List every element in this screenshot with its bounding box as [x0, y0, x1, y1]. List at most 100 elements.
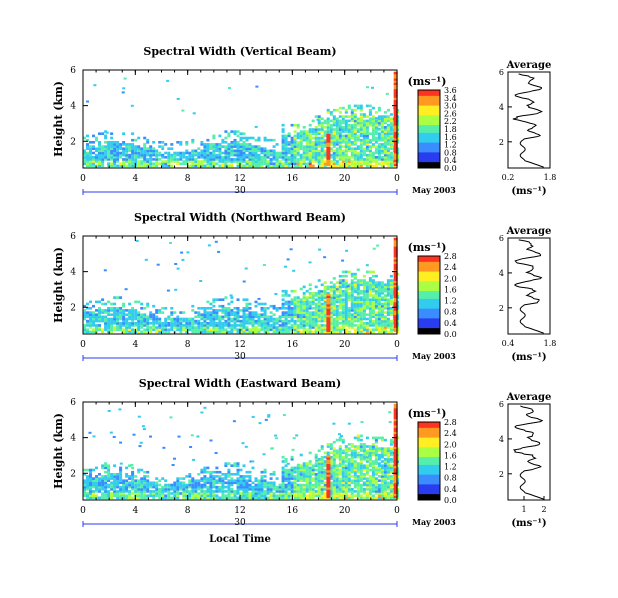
heatmap-cell [101, 302, 105, 306]
heatmap-cell [221, 158, 225, 161]
heatmap-cell [383, 296, 387, 299]
colorbar-segment [418, 91, 440, 95]
colorbar-segment [418, 109, 440, 112]
heatmap-cell [353, 147, 357, 150]
heatmap-cell [341, 149, 345, 153]
heatmap-cell [365, 302, 369, 306]
heatmap-cell [236, 477, 240, 480]
heatmap-cell [185, 149, 189, 153]
heatmap-cell [125, 330, 129, 334]
heatmap-cell [335, 151, 339, 155]
heatmap-cell [107, 473, 111, 476]
heatmap-cell [125, 494, 129, 497]
heatmap-cell [137, 156, 141, 159]
heatmap-cell [149, 153, 153, 157]
heatmap-cell [371, 449, 375, 453]
heatmap-cell [158, 153, 162, 157]
heatmap-cell [347, 123, 351, 127]
heatmap-cell [86, 100, 90, 103]
heatmap-cell [347, 296, 351, 299]
heatmap-cell [320, 492, 324, 495]
heatmap-cell [224, 162, 228, 165]
heatmap-cell [170, 307, 174, 310]
heatmap-cell [326, 310, 331, 313]
heatmap-cell [380, 309, 384, 312]
heatmap-cell [302, 330, 306, 334]
heatmap-cell [260, 158, 264, 161]
heatmap-cell [380, 438, 384, 442]
heatmap-cell [215, 481, 219, 485]
colorbar-frame [417, 89, 441, 169]
heatmap-cell [317, 475, 321, 478]
heatmap-cell [206, 149, 210, 153]
heatmap-cell [236, 490, 240, 493]
heatmap-cell [389, 130, 393, 133]
heatmap-cell [233, 326, 237, 329]
heatmap-cell [98, 147, 101, 150]
heatmap-cell [152, 151, 156, 155]
heatmap-cell [164, 494, 168, 497]
heatmap-cell [236, 324, 240, 327]
heatmap-cell [125, 475, 129, 478]
heatmap-cell [221, 488, 225, 491]
heatmap-cell [362, 302, 366, 306]
heatmap-cell [281, 164, 285, 168]
heatmap-cell [350, 458, 354, 461]
heatmap-cell [371, 134, 375, 138]
heatmap-cell [293, 136, 297, 140]
heatmap-cell [293, 326, 297, 329]
heatmap-cell [278, 317, 282, 321]
heatmap-cell [329, 475, 333, 478]
heatmap-cell [365, 468, 369, 472]
heatmap-cell [377, 119, 381, 123]
heatmap-cell [197, 151, 201, 155]
heatmap-cell [83, 468, 86, 472]
heatmap-cell [101, 147, 105, 150]
heatmap-cell [112, 436, 116, 438]
heatmap-cell [338, 136, 342, 140]
heatmap-cell [251, 313, 255, 316]
heatmap-cell [320, 479, 324, 482]
heatmap-cell [257, 330, 261, 334]
heatmap-cell [221, 298, 225, 301]
heatmap-cell [356, 311, 360, 314]
heatmap-cell [302, 317, 306, 321]
heatmap-cell [383, 449, 387, 453]
heatmap-cell [386, 279, 390, 282]
heatmap-cell [239, 481, 243, 485]
heatmap-cell [143, 490, 147, 493]
heatmap-cell [365, 138, 369, 142]
heatmap-cell [290, 151, 294, 155]
heatmap-cell [323, 326, 327, 329]
heatmap-cell [326, 111, 330, 114]
heatmap-cell [374, 300, 378, 304]
heatmap-cell [383, 111, 387, 114]
heatmap-cell [371, 464, 375, 467]
heatmap-cell [380, 313, 384, 316]
heatmap-cell [326, 150, 331, 154]
heatmap-cell [200, 156, 204, 159]
heatmap-cell [362, 443, 366, 446]
heatmap-cell [308, 149, 312, 153]
heatmap-cell [191, 481, 195, 485]
heatmap-cell [359, 138, 363, 142]
heatmap-cell [158, 488, 162, 491]
heatmap-cell [386, 313, 390, 316]
heatmap-cell [377, 462, 381, 465]
heatmap-cell [182, 311, 186, 314]
heatmap-cell [92, 492, 95, 495]
heatmap-cell [365, 270, 369, 274]
heatmap-cell [302, 149, 306, 153]
heatmap-cell [314, 285, 318, 289]
heatmap-cell [107, 324, 111, 327]
heatmap-cell [393, 152, 398, 156]
colorbar-segment [418, 259, 440, 263]
colorbar-segment [418, 271, 440, 274]
heatmap-cell [128, 158, 132, 161]
heatmap-cell [368, 485, 372, 489]
heatmap-cell [113, 485, 117, 489]
heatmap-cell [326, 140, 331, 143]
heatmap-cell [389, 156, 393, 159]
heatmap-cell [227, 485, 231, 489]
heatmap-cell [347, 485, 351, 489]
